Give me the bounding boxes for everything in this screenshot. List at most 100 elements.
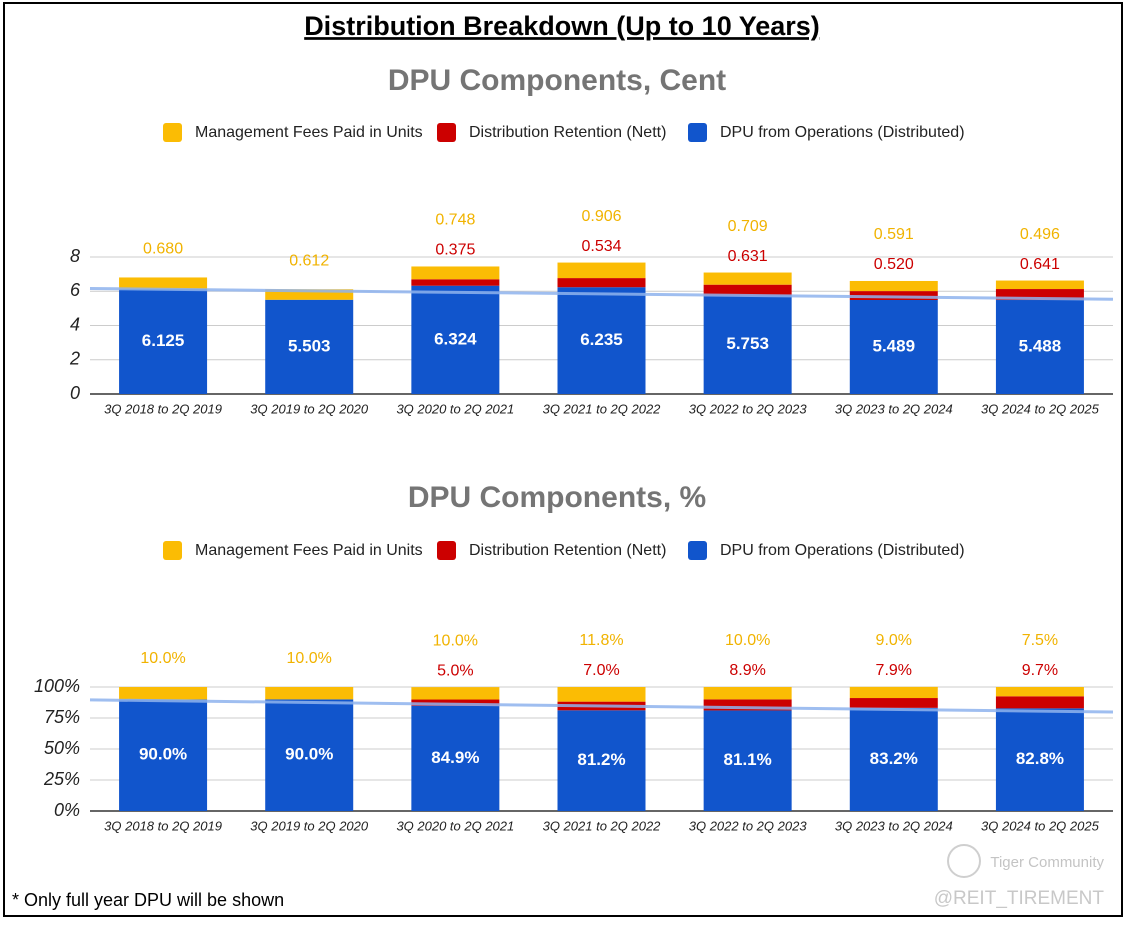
value-label: 0.375 — [435, 242, 475, 259]
value-label: 6.125 — [142, 331, 185, 350]
y-tick-label: 2 — [69, 349, 80, 369]
legend-label: DPU from Operations (Distributed) — [720, 542, 965, 559]
bar-segment — [411, 285, 500, 394]
y-tick-label: 25% — [43, 769, 80, 789]
value-label: 0.591 — [874, 226, 914, 243]
value-label: 90.0% — [285, 745, 333, 764]
bar-segment — [265, 687, 354, 700]
value-label: 0.631 — [728, 248, 768, 265]
legend-marker — [163, 123, 182, 142]
value-label: 7.0% — [583, 662, 619, 679]
frame — [3, 2, 1123, 917]
bar-segment — [703, 272, 792, 285]
x-tick-label: 3Q 2018 to 2Q 2019 — [104, 818, 222, 833]
bar-segment — [557, 278, 646, 288]
value-label: 10.0% — [140, 650, 185, 667]
bar-segment — [703, 284, 792, 296]
legend-label: Distribution Retention (Nett) — [469, 542, 666, 559]
x-tick-label: 3Q 2019 to 2Q 2020 — [250, 818, 369, 833]
x-tick-label: 3Q 2021 to 2Q 2022 — [543, 401, 662, 416]
bar-segment — [557, 262, 646, 279]
x-tick-label: 3Q 2024 to 2Q 2025 — [981, 401, 1100, 416]
value-label: 0.906 — [581, 208, 621, 225]
legend-marker — [688, 123, 707, 142]
bar-segment — [411, 699, 500, 706]
value-label: 5.488 — [1019, 336, 1062, 355]
bar-segment — [119, 699, 208, 811]
bar-segment — [119, 687, 208, 700]
legend-label: Management Fees Paid in Units — [195, 542, 423, 559]
y-tick-label: 50% — [44, 738, 80, 758]
chart-title: DPU Components, % — [408, 481, 706, 514]
value-label: 5.489 — [873, 336, 916, 355]
y-tick-label: 75% — [44, 707, 80, 727]
value-label: 81.2% — [577, 750, 625, 769]
value-label: 0.680 — [143, 241, 183, 258]
value-label: 0.496 — [1020, 226, 1060, 243]
legend-marker — [688, 541, 707, 560]
bar-segment — [995, 696, 1084, 709]
value-label: 10.0% — [725, 632, 770, 649]
bar-segment — [849, 686, 938, 699]
value-label: 6.235 — [580, 330, 623, 349]
y-tick-label: 0 — [70, 383, 80, 403]
value-label: 5.0% — [437, 662, 473, 679]
x-tick-label: 3Q 2022 to 2Q 2023 — [689, 818, 808, 833]
x-tick-label: 3Q 2018 to 2Q 2019 — [104, 401, 222, 416]
bar-segment — [849, 707, 938, 811]
watermark: @REIT_TIREMENT — [934, 888, 1105, 909]
bar-segment — [995, 687, 1084, 697]
page-title: Distribution Breakdown (Up to 10 Years) — [304, 11, 820, 41]
legend-marker — [163, 541, 182, 560]
value-label: 9.0% — [876, 632, 912, 649]
value-label: 7.9% — [876, 662, 912, 679]
value-label: 84.9% — [431, 748, 479, 767]
bar-segment — [557, 710, 646, 811]
bar-segment — [849, 300, 938, 394]
value-label: 90.0% — [139, 745, 187, 764]
bar-segment — [703, 295, 792, 394]
legend-marker — [437, 123, 456, 142]
y-tick-label: 6 — [70, 280, 81, 300]
bar-segment — [557, 687, 646, 702]
value-label: 11.8% — [579, 632, 623, 649]
x-tick-label: 3Q 2023 to 2Q 2024 — [835, 818, 953, 833]
bar-segment — [265, 699, 354, 811]
legend-label: Management Fees Paid in Units — [195, 124, 423, 141]
bar-segment — [119, 277, 208, 290]
chart-title: DPU Components, Cent — [388, 64, 726, 97]
y-tick-label: 100% — [34, 676, 80, 696]
bar-segment — [703, 699, 792, 711]
footnote: * Only full year DPU will be shown — [12, 890, 284, 910]
value-label: 9.7% — [1022, 662, 1058, 679]
legend-label: Distribution Retention (Nett) — [469, 124, 666, 141]
value-label: 6.324 — [434, 329, 477, 348]
value-label: 0.748 — [435, 212, 475, 229]
value-label: 0.612 — [289, 252, 329, 269]
y-tick-label: 8 — [70, 246, 80, 266]
bar-segment — [411, 279, 500, 286]
x-tick-label: 3Q 2023 to 2Q 2024 — [835, 401, 953, 416]
value-label: 82.8% — [1016, 749, 1064, 768]
bar-segment — [995, 300, 1084, 394]
value-label: 7.5% — [1022, 632, 1058, 649]
y-tick-label: 4 — [70, 314, 80, 334]
x-tick-label: 3Q 2020 to 2Q 2021 — [396, 818, 514, 833]
bar-segment — [995, 289, 1084, 301]
value-label: 10.0% — [433, 632, 478, 649]
trend-line — [89, 287, 1114, 301]
trend-line — [89, 698, 1114, 714]
bar-segment — [703, 687, 792, 700]
value-label: 8.9% — [729, 662, 765, 679]
bar-segment — [411, 705, 500, 811]
bar-segment — [849, 280, 938, 292]
legend-label: DPU from Operations (Distributed) — [720, 124, 965, 141]
watermark-logo — [947, 844, 981, 878]
bar-segment — [849, 698, 938, 708]
bar-segment — [411, 266, 500, 280]
value-label: 0.534 — [581, 238, 621, 255]
x-tick-label: 3Q 2022 to 2Q 2023 — [689, 401, 808, 416]
x-tick-label: 3Q 2021 to 2Q 2022 — [543, 818, 662, 833]
y-tick-label: 0% — [54, 800, 80, 820]
